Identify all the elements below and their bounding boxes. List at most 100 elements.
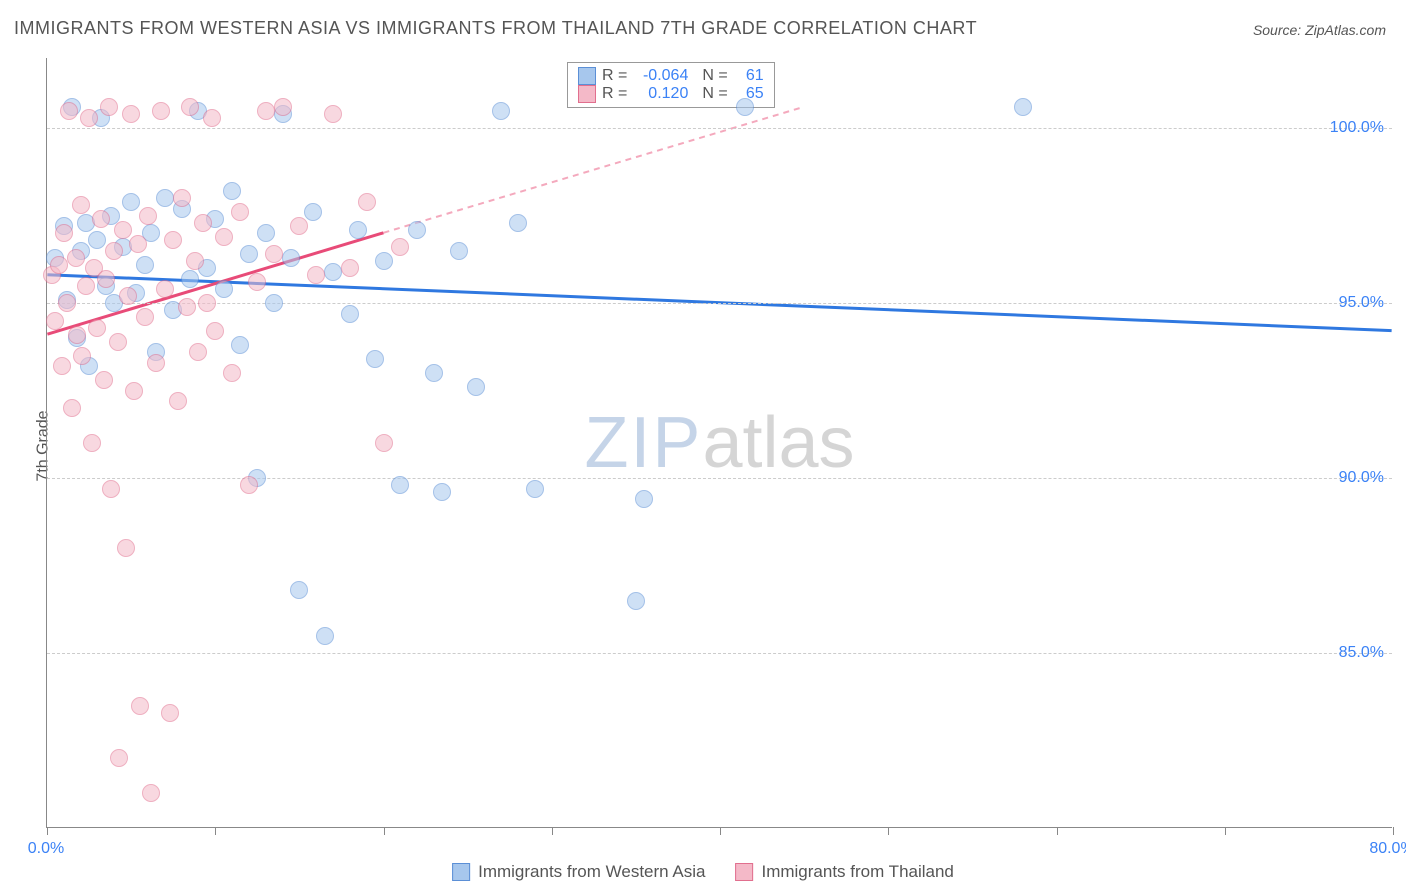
r-label: R = [602,67,627,85]
data-point [139,207,157,225]
data-point [110,749,128,767]
watermark: ZIPatlas [584,402,854,484]
data-point [46,312,64,330]
data-point [257,224,275,242]
x-tick [720,827,721,835]
bottom-legend: Immigrants from Western Asia Immigrants … [452,862,954,882]
data-point [109,333,127,351]
gridline [47,303,1392,304]
data-point [125,382,143,400]
data-point [142,784,160,802]
data-point [67,249,85,267]
data-point [189,343,207,361]
data-point [304,203,322,221]
watermark-atlas: atlas [702,402,854,484]
y-tick-label: 95.0% [1339,294,1384,312]
data-point [181,98,199,116]
data-point [114,221,132,239]
y-tick-label: 85.0% [1339,644,1384,662]
data-point [181,270,199,288]
x-tick [1057,827,1058,835]
x-tick [215,827,216,835]
r-value: 0.120 [633,85,688,103]
data-point [231,336,249,354]
data-point [186,252,204,270]
data-point [425,364,443,382]
data-point [215,228,233,246]
x-tick-label: 0.0% [28,840,64,858]
legend-swatch-series2 [735,863,753,881]
data-point [324,105,342,123]
data-point [366,350,384,368]
data-point [117,539,135,557]
legend-item-series2: Immigrants from Thailand [735,862,953,882]
data-point [136,256,154,274]
data-point [450,242,468,260]
x-tick [384,827,385,835]
x-tick [1225,827,1226,835]
data-point [58,294,76,312]
data-point [408,221,426,239]
legend-item-series1: Immigrants from Western Asia [452,862,705,882]
data-point [349,221,367,239]
data-point [72,196,90,214]
data-point [492,102,510,120]
data-point [156,280,174,298]
legend-label-series2: Immigrants from Thailand [761,862,953,882]
gridline [47,128,1392,129]
data-point [164,231,182,249]
data-point [290,217,308,235]
data-point [206,322,224,340]
data-point [509,214,527,232]
data-point [73,347,91,365]
data-point [341,305,359,323]
legend-swatch-series1 [452,863,470,881]
legend-swatch [578,67,596,85]
data-point [63,399,81,417]
y-tick-label: 90.0% [1339,469,1384,487]
data-point [223,364,241,382]
data-point [290,581,308,599]
n-label: N = [702,85,727,103]
watermark-zip: ZIP [584,402,702,484]
source-attribution: Source: ZipAtlas.com [1253,22,1386,38]
data-point [391,238,409,256]
data-point [122,193,140,211]
data-point [391,476,409,494]
data-point [119,287,137,305]
data-point [53,357,71,375]
data-point [60,102,78,120]
x-tick [1393,827,1394,835]
source-value: ZipAtlas.com [1305,22,1386,38]
data-point [240,245,258,263]
data-point [88,231,106,249]
data-point [203,109,221,127]
legend-label-series1: Immigrants from Western Asia [478,862,705,882]
data-point [102,480,120,498]
stats-legend-row: R =0.120N =65 [578,85,764,103]
data-point [231,203,249,221]
data-point [265,294,283,312]
data-point [358,193,376,211]
r-label: R = [602,85,627,103]
data-point [122,105,140,123]
r-value: -0.064 [633,67,688,85]
data-point [240,476,258,494]
data-point [375,434,393,452]
x-tick-label: 80.0% [1369,840,1406,858]
data-point [178,298,196,316]
data-point [95,371,113,389]
data-point [97,270,115,288]
source-label: Source: [1253,22,1305,38]
trend-line [383,107,803,233]
data-point [194,214,212,232]
trend-lines-layer [47,58,1392,827]
data-point [375,252,393,270]
data-point [50,256,68,274]
data-point [156,189,174,207]
data-point [627,592,645,610]
data-point [105,242,123,260]
data-point [161,704,179,722]
data-point [169,392,187,410]
data-point [198,294,216,312]
